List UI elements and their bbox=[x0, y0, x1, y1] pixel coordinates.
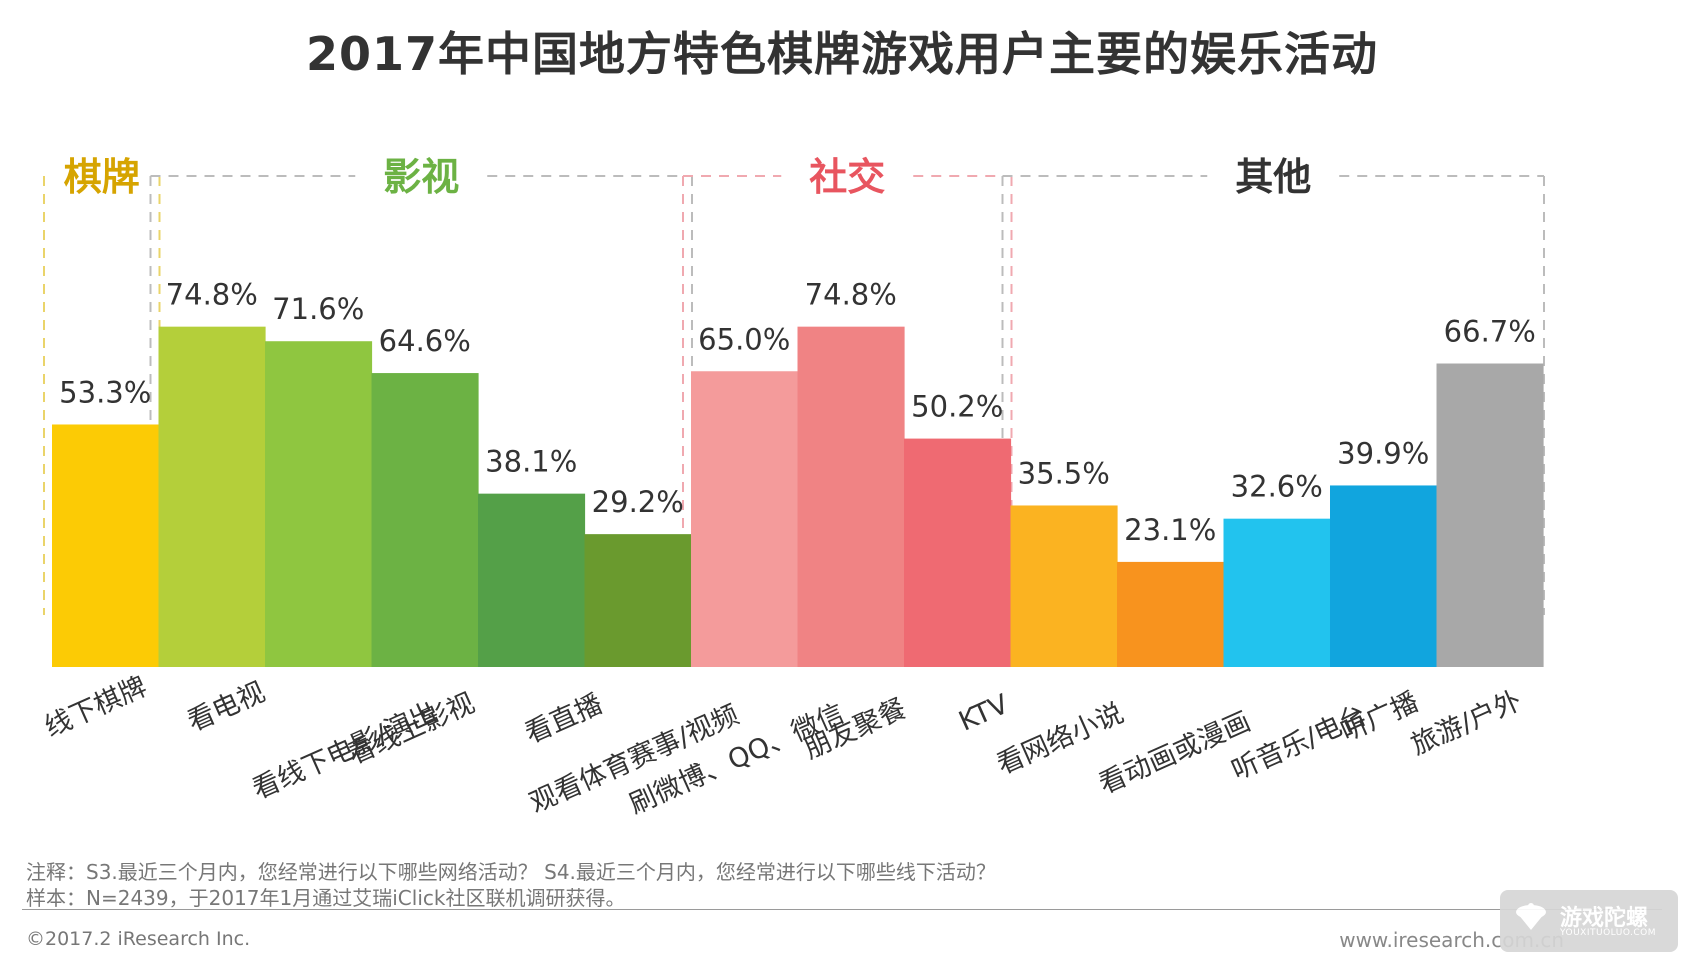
value-label-13: 66.7% bbox=[1444, 315, 1536, 349]
category-label-8: KTV bbox=[954, 689, 1013, 738]
bar-7 bbox=[797, 326, 905, 667]
bar-1 bbox=[158, 326, 266, 667]
value-label-4: 38.1% bbox=[485, 445, 577, 479]
value-label-5: 29.2% bbox=[592, 485, 684, 519]
category-label-7: 朋友聚餐 bbox=[800, 693, 911, 765]
value-label-10: 23.1% bbox=[1124, 513, 1216, 547]
footer-divider bbox=[22, 909, 1662, 910]
footnote-questions: 注释：S3.最近三个月内，您经常进行以下哪些网络活动？ S4.最近三个月内，您经… bbox=[26, 860, 996, 884]
watermark-subtext: YOUXITUOLUO.COM bbox=[1560, 928, 1657, 938]
group-title-2: 社交 bbox=[809, 155, 885, 199]
value-label-2: 71.6% bbox=[272, 292, 364, 326]
bar-12 bbox=[1330, 485, 1438, 667]
watermark-badge: 游戏陀螺 YOUXITUOLUO.COM bbox=[1500, 890, 1678, 952]
value-label-7: 74.8% bbox=[805, 278, 897, 312]
bar-11 bbox=[1223, 518, 1331, 667]
category-label-1: 看电视 bbox=[183, 677, 270, 738]
bar-chart: 棋牌 影视 社交 其他 53.3% 74.8% 71.6% 64.6% 38.1% 29.2% 65… bbox=[40, 155, 1545, 820]
bar-13 bbox=[1436, 363, 1544, 667]
value-label-6: 65.0% bbox=[698, 322, 790, 356]
value-label-9: 35.5% bbox=[1018, 456, 1110, 490]
bar-6 bbox=[691, 371, 799, 667]
bar-3 bbox=[371, 373, 479, 667]
value-label-11: 32.6% bbox=[1231, 470, 1323, 504]
bar-10 bbox=[1117, 561, 1225, 667]
bar-2 bbox=[265, 341, 373, 667]
bar-0 bbox=[52, 424, 160, 667]
category-label-0: 线下棋牌 bbox=[40, 671, 151, 743]
value-label-0: 53.3% bbox=[59, 375, 151, 409]
group-title-0: 棋牌 bbox=[64, 155, 140, 199]
bar-9 bbox=[1010, 505, 1118, 667]
bar-4 bbox=[478, 493, 586, 667]
category-label-4: 看直播 bbox=[520, 689, 607, 750]
bar-5 bbox=[584, 534, 692, 667]
watermark-text: 游戏陀螺 bbox=[1560, 906, 1649, 931]
gyro-logo-icon bbox=[1516, 903, 1546, 930]
bar-8 bbox=[904, 438, 1012, 667]
value-label-8: 50.2% bbox=[911, 390, 1003, 424]
value-label-1: 74.8% bbox=[166, 278, 258, 312]
value-label-12: 39.9% bbox=[1337, 436, 1429, 470]
footnote-sample: 样本：N=2439，于2017年1月通过艾瑞iClick社区联机调研获得。 bbox=[26, 886, 626, 910]
value-label-3: 64.6% bbox=[379, 324, 471, 358]
group-title-1: 影视 bbox=[383, 155, 459, 199]
category-label-13: 旅游/户外 bbox=[1406, 685, 1526, 761]
group-title-3: 其他 bbox=[1235, 155, 1311, 199]
chart-title: 2017年中国地方特色棋牌游戏用户主要的娱乐活动 bbox=[305, 27, 1379, 81]
copyright-text: ©2017.2 iResearch Inc. bbox=[26, 928, 251, 950]
